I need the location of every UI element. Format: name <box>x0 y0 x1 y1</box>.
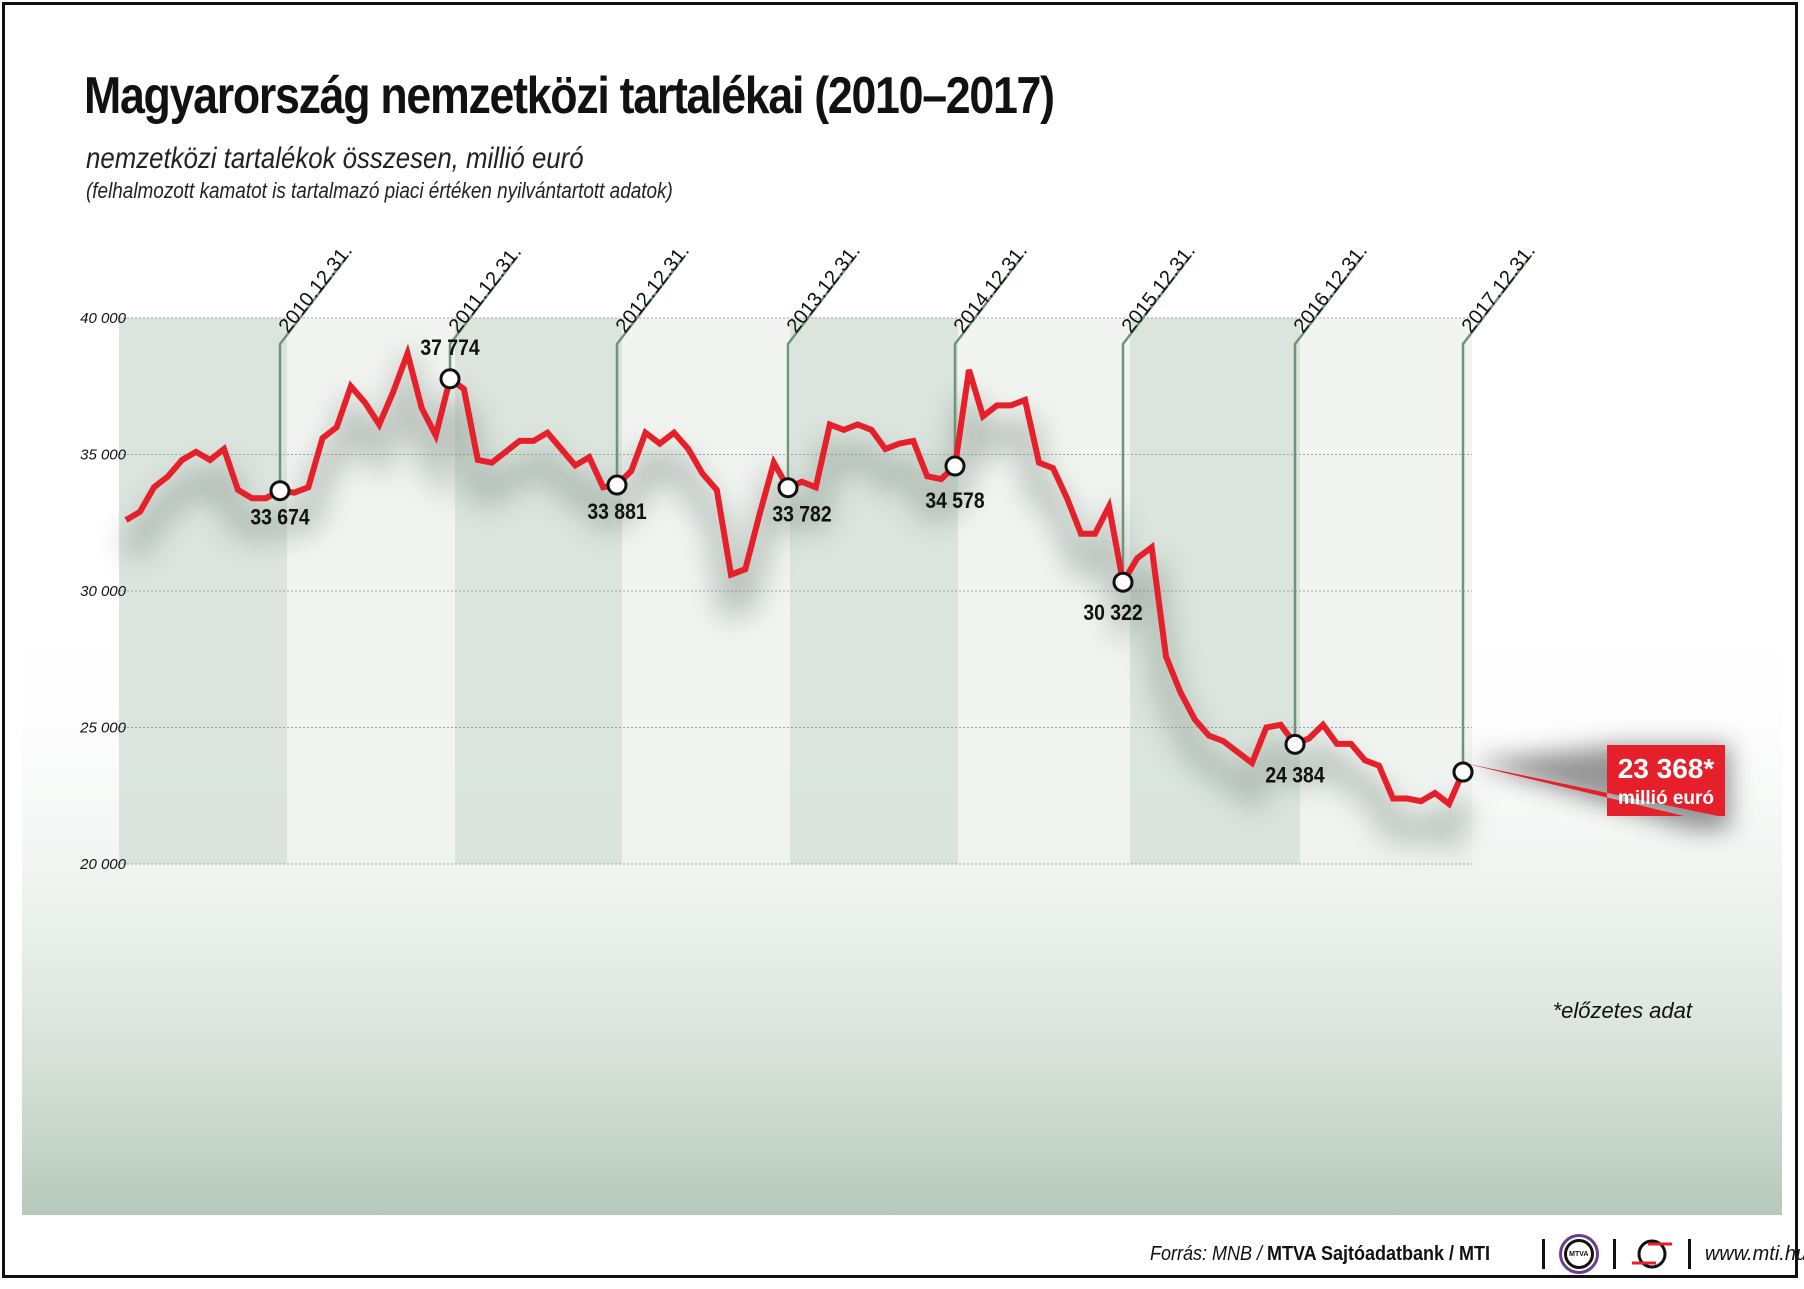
data-point-label: 33 782 <box>772 503 831 527</box>
chart-title: Magyarország nemzetközi tartalékai (2010… <box>84 67 1055 125</box>
data-point-marker <box>944 455 966 477</box>
line-shadow <box>119 340 1475 855</box>
data-point-marker <box>606 474 628 496</box>
date-marker-line <box>786 257 855 488</box>
data-point-marker <box>1284 733 1306 755</box>
date-marker-line <box>615 257 684 486</box>
year-band <box>455 318 622 864</box>
y-tick-label: 40 000 <box>80 310 127 327</box>
date-marker-label: 2017.12.31. <box>1458 240 1540 337</box>
callout-box: 23 368* millió euró <box>1452 745 1730 830</box>
chart-subtitle: nemzetközi tartalékok összesen, millió e… <box>86 142 584 175</box>
y-axis-ticks: 40 000 35 000 30 000 25 000 20 000 <box>79 310 127 873</box>
chart-note: (felhalmozott kamatot is tartalmazó piac… <box>86 178 673 203</box>
callout-value: 23 368* <box>1618 753 1715 784</box>
data-point-label: 34 578 <box>925 489 984 513</box>
date-marker-line <box>1293 257 1362 745</box>
separator <box>1541 1239 1545 1269</box>
mtva-logo-icon: MTVA <box>1558 1234 1599 1274</box>
website-link[interactable]: www.mti.hu <box>1704 1242 1804 1265</box>
source-text: Forrás: MNB / MTVA Sajtóadatbank / MTI <box>1150 1242 1491 1265</box>
y-tick-label: 20 000 <box>79 856 127 873</box>
data-point-marker <box>269 480 291 502</box>
callout-pointer <box>1464 745 1725 816</box>
mti-logo-icon <box>1631 1239 1672 1269</box>
data-point-marker <box>1112 571 1134 593</box>
date-marker-line <box>278 257 347 491</box>
y-tick-label: 30 000 <box>80 583 127 600</box>
data-point-marker <box>777 477 799 499</box>
separator <box>1612 1239 1616 1269</box>
y-tick-label: 25 000 <box>79 720 127 737</box>
data-point-marker <box>439 368 461 390</box>
date-marker-line <box>1121 257 1190 583</box>
data-point-label: 24 384 <box>1265 763 1325 787</box>
annotation-points: 33 674 37 774 33 881 33 782 34 578 30 322 24 3… <box>250 336 1474 788</box>
footer: Forrás: MNB / MTVA Sajtóadatbank / MTI M… <box>1150 1232 1804 1276</box>
data-point-label: 37 774 <box>420 336 480 360</box>
date-marker-line <box>1461 257 1530 773</box>
separator <box>1687 1239 1691 1269</box>
y-tick-label: 35 000 <box>80 447 127 464</box>
data-point-label: 33 881 <box>587 500 646 524</box>
footnote: *előzetes adat <box>1553 998 1693 1023</box>
data-point-marker-final <box>1452 761 1474 783</box>
data-point-label: 33 674 <box>250 506 310 530</box>
year-band <box>790 318 958 864</box>
data-point-label: 30 322 <box>1083 601 1142 625</box>
callout-unit: millió euró <box>1618 788 1714 809</box>
year-band <box>622 318 790 864</box>
